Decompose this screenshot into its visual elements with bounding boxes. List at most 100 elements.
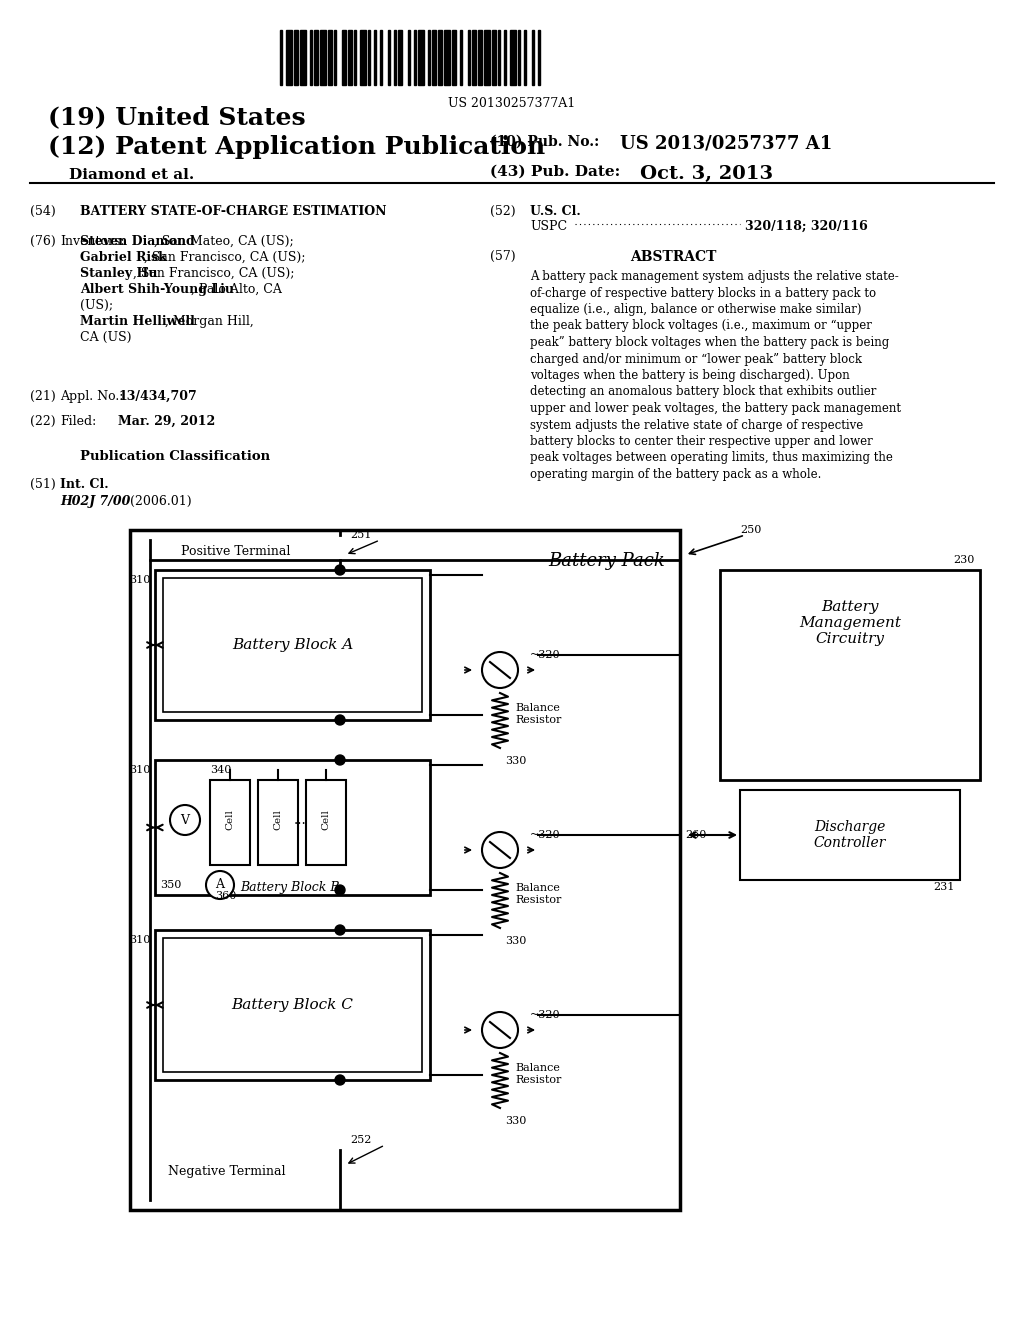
Bar [130,531,680,1210]
Text: U.S. Cl.: U.S. Cl. [530,205,581,218]
Text: A battery pack management system adjusts the relative state-
of-charge of respec: A battery pack management system adjusts… [530,271,901,480]
Text: Balance: Balance [515,883,560,894]
Bar [394,30,396,84]
Bar [155,931,430,1080]
Bar [518,30,520,84]
Bar [258,780,298,865]
Bar [432,30,436,84]
Text: , San Francisco, CA (US);: , San Francisco, CA (US); [133,267,295,280]
Bar [510,30,516,84]
Bar [300,30,306,84]
Text: H02J 7/00: H02J 7/00 [60,495,130,508]
Circle shape [482,832,518,869]
Circle shape [335,755,345,766]
Text: Battery Block C: Battery Block C [231,998,353,1012]
Bar [155,760,430,895]
Text: (19) United States: (19) United States [48,106,305,129]
Text: Battery
Management
Circuitry: Battery Management Circuitry [799,601,901,647]
Bar [720,570,980,780]
Text: (2006.01): (2006.01) [130,495,191,508]
Text: , San Francisco, CA (US);: , San Francisco, CA (US); [143,251,305,264]
Bar [374,30,376,84]
Bar [498,30,500,84]
Text: Battery Block A: Battery Block A [231,638,353,652]
Bar [460,30,462,84]
Text: US 20130257377A1: US 20130257377A1 [449,96,575,110]
Text: ...: ... [294,813,306,828]
Text: (21): (21) [30,389,55,403]
Bar [294,30,298,84]
Text: 13/434,707: 13/434,707 [118,389,197,403]
Bar [348,30,352,84]
Text: 320/118; 320/116: 320/118; 320/116 [745,220,867,234]
Circle shape [482,652,518,688]
Circle shape [482,1012,518,1048]
Text: 251: 251 [350,531,372,540]
Bar [155,570,430,719]
Text: Stanley Hu: Stanley Hu [80,267,158,280]
Text: 360: 360 [215,891,237,902]
Circle shape [170,805,200,836]
Text: 231: 231 [934,882,955,892]
Text: Mar. 29, 2012: Mar. 29, 2012 [118,414,215,428]
Bar [342,30,346,84]
Bar [524,30,526,84]
Text: Diamond et al.: Diamond et al. [48,168,195,182]
Bar [314,30,318,84]
Text: (57): (57) [490,249,516,263]
Text: 330: 330 [505,936,526,946]
Circle shape [335,884,345,895]
Text: Resistor: Resistor [515,1074,561,1085]
Text: ~320: ~320 [530,1010,560,1020]
Text: Steven Diamond: Steven Diamond [80,235,195,248]
Text: 310: 310 [129,576,150,585]
Bar [444,30,450,84]
Text: Balance: Balance [515,704,560,713]
Text: 260: 260 [685,830,707,840]
Circle shape [335,565,345,576]
Text: (43) Pub. Date:: (43) Pub. Date: [490,165,621,180]
Text: Resistor: Resistor [515,715,561,725]
Text: , Morgan Hill,: , Morgan Hill, [165,315,254,327]
Text: Appl. No.:: Appl. No.: [60,389,123,403]
Bar [418,30,424,84]
Text: Resistor: Resistor [515,895,561,906]
Text: 340: 340 [210,766,231,775]
Bar [740,789,961,880]
Text: 310: 310 [129,766,150,775]
Text: 230: 230 [953,554,975,565]
Bar [452,30,456,84]
Text: Cell: Cell [322,809,331,830]
Bar [319,30,326,84]
Text: (76): (76) [30,235,55,248]
Text: Discharge
Controller: Discharge Controller [814,820,886,850]
Text: Positive Terminal: Positive Terminal [180,545,290,558]
Text: Battery Pack: Battery Pack [548,552,665,570]
Bar [163,939,422,1072]
Text: (US);: (US); [80,300,117,312]
Text: Int. Cl.: Int. Cl. [60,478,109,491]
Text: (12) Patent Application Publication: (12) Patent Application Publication [48,135,545,158]
Text: A: A [215,879,224,891]
Text: , Palo Alto, CA: , Palo Alto, CA [191,282,283,296]
Circle shape [206,871,234,899]
Text: Publication Classification: Publication Classification [80,450,270,463]
Bar [532,30,534,84]
Bar [163,578,422,711]
Text: (22): (22) [30,414,55,428]
Text: ABSTRACT: ABSTRACT [630,249,717,264]
Bar [428,30,430,84]
Text: US 2013/0257377 A1: US 2013/0257377 A1 [620,135,833,153]
Text: Inventors:: Inventors: [60,235,125,248]
Text: 330: 330 [505,1115,526,1126]
Text: Battery Block B: Battery Block B [240,882,340,895]
Bar [398,30,402,84]
Text: (51): (51) [30,478,55,491]
Text: (10) Pub. No.:: (10) Pub. No.: [490,135,599,149]
Circle shape [335,715,345,725]
Bar [468,30,470,84]
Bar [438,30,442,84]
Text: V: V [180,813,189,826]
Bar [408,30,410,84]
Bar [354,30,356,84]
